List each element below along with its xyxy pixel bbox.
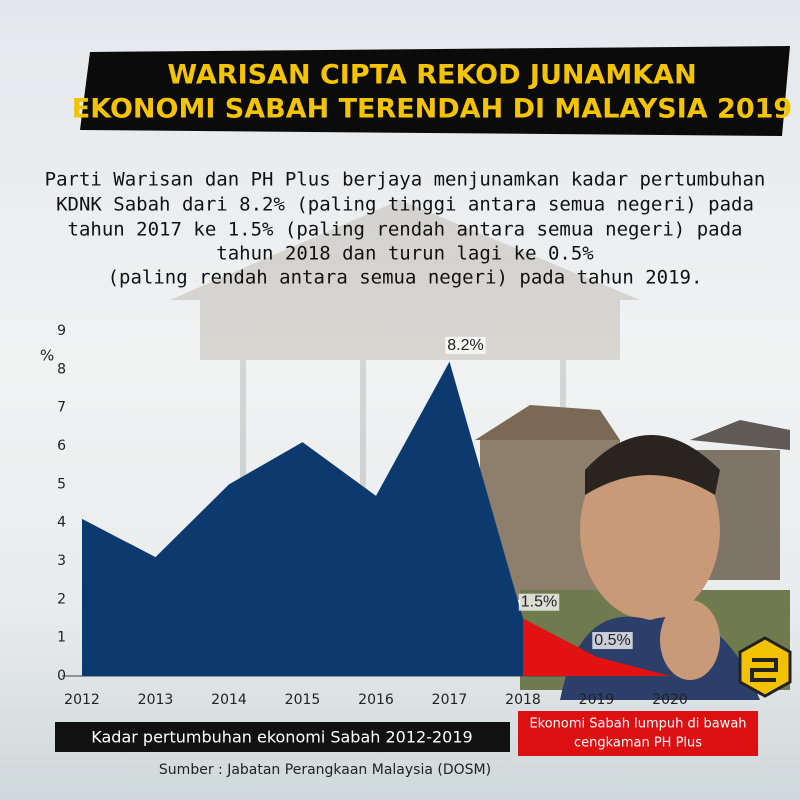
x-tick-label: 2014 <box>211 692 247 708</box>
y-tick-label: 6 <box>57 438 66 454</box>
x-tick-label: 2015 <box>285 692 321 708</box>
y-tick-label: 1 <box>57 630 66 646</box>
subtitle: (paling rendah antara semua negeri) pada… <box>108 267 703 289</box>
note: Ekonomi Sabah lumpuh di bawah <box>529 717 746 732</box>
subtitle: tahun 2018 dan turun lagi ke 0.5% <box>216 243 594 265</box>
caption-box <box>55 722 510 752</box>
x-tick-label: 2019 <box>579 692 615 708</box>
x-tick-label: 2018 <box>505 692 541 708</box>
value-label-bg <box>592 632 633 650</box>
headline: EKONOMI SABAH TERENDAH DI MALAYSIA 2019 <box>72 94 792 125</box>
x-tick-label: 2013 <box>138 692 174 708</box>
value-label: 0.5% <box>594 632 630 649</box>
x-tick-label: 2017 <box>432 692 468 708</box>
area <box>523 618 670 676</box>
y-tick-label: 3 <box>57 553 66 569</box>
headline: WARISAN CIPTA REKOD JUNAMKAN <box>167 60 696 91</box>
headline-band <box>80 46 790 136</box>
logo <box>738 636 792 698</box>
x-tick-label: 2012 <box>64 692 100 708</box>
y-tick-label: 2 <box>57 591 66 607</box>
caption: Kadar pertumbuhan ekonomi Sabah 2012-201… <box>91 728 472 747</box>
note: cengkaman PH Plus <box>574 736 702 751</box>
y-tick-label: 4 <box>57 515 66 531</box>
y-tick-label: 8 <box>57 361 66 377</box>
value-label: 8.2% <box>447 337 483 354</box>
x-tick-label: 2016 <box>358 692 394 708</box>
y-tick-label: 5 <box>57 476 66 492</box>
y-tick-label: 9 <box>57 323 66 339</box>
x-tick-label: 2020 <box>652 692 688 708</box>
subtitle: KDNK Sabah dari 8.2% (paling tinggi anta… <box>56 194 754 216</box>
value-label-bg <box>518 593 560 611</box>
background-hut <box>170 200 640 600</box>
value-label: 1.5% <box>521 594 557 611</box>
photo <box>475 405 790 700</box>
y-axis-label: % <box>40 347 54 365</box>
subtitle: Parti Warisan dan PH Plus berjaya menjun… <box>45 169 766 191</box>
area <box>82 361 523 676</box>
y-tick-label: 7 <box>57 400 66 416</box>
y-tick-label: 0 <box>57 668 66 684</box>
note-box <box>518 711 758 756</box>
source: Sumber : Jabatan Perangkaan Malaysia (DO… <box>159 762 491 778</box>
subtitle: tahun 2017 ke 1.5% (paling rendah antara… <box>68 219 743 241</box>
value-label-bg <box>445 336 486 354</box>
